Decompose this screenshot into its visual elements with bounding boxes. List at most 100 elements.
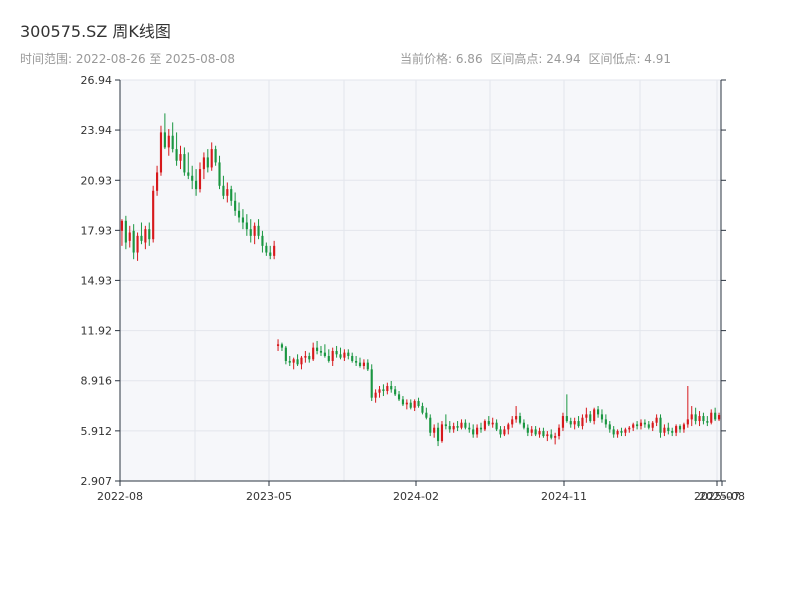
candle-body [468,427,471,430]
candle-body [312,347,315,360]
candle-body [347,352,350,356]
candle-body [269,252,272,256]
candle-body [374,392,377,398]
candle-body [659,417,662,433]
candle-body [522,422,525,428]
y-tick-label: 14.93 [81,274,113,287]
candle-body [390,386,393,390]
candle-body [249,229,252,236]
candle-body [140,235,143,241]
candle-body [538,431,541,435]
candle-body [226,189,229,196]
candle-body [261,235,264,246]
candle-body [651,422,654,428]
candle-body [245,222,248,230]
candle-body [476,427,479,435]
y-tick-label: 23.94 [81,124,113,137]
candle-body [378,389,381,393]
candle-body [159,132,163,173]
candle-body [288,360,291,363]
candle-body [682,424,685,430]
candle-body [530,429,533,433]
candle-body [405,402,408,405]
candle-body [433,427,436,433]
candle-body [335,350,338,355]
y-tick-label: 2.907 [81,475,113,488]
candle-body [132,230,135,253]
candle-body [120,220,124,231]
candle-body [448,426,451,430]
y-tick-label: 5.912 [81,425,113,438]
high-label: 区间高点: 24.94 [490,52,581,66]
candle-body [339,354,342,358]
candle-body [124,220,127,243]
candle-body [460,422,463,428]
candle-body [144,229,147,243]
candle-body [577,421,580,427]
candle-body [472,429,475,435]
candle-body [136,235,139,253]
candle-body [554,436,557,438]
candle-body [206,157,209,168]
candle-body [639,422,643,427]
candle-body [191,175,194,181]
candle-body [409,402,412,408]
candle-body [257,225,260,236]
candle-body [343,352,346,358]
candle-body [167,135,170,148]
candle-body [526,427,529,433]
candle-body [179,154,182,161]
candle-body [237,210,241,218]
date-range-text: 时间范围: 2022-08-26 至 2025-08-08 [20,52,235,66]
candle-body [362,362,365,366]
candle-body [557,427,561,437]
candle-body [585,414,588,418]
candle-body [495,422,498,430]
candle-body [686,419,689,425]
candle-body [546,434,549,437]
candle-body [515,416,518,420]
candle-body [464,422,467,428]
candle-body [678,426,682,430]
candle-body [234,200,237,211]
candle-body [518,416,522,423]
candle-body [717,415,721,420]
candle-body [483,421,486,430]
candle-body [479,427,483,430]
candle-body [265,245,268,253]
candle-body [280,344,284,348]
candle-body [253,225,256,236]
current-price-label: 当前价格: 6.86 [400,52,483,66]
candle-body [589,414,592,422]
candle-body [581,417,584,427]
candle-body [655,417,658,423]
candle-body [698,416,701,422]
candle-body [647,424,650,428]
candle-body [152,190,155,240]
candle-body [550,434,553,438]
candle-body [542,431,545,437]
price-stats: 当前价格: 6.86 区间高点: 24.94 区间低点: 4.91 [400,52,675,66]
candle-body [417,401,420,407]
range-end: 2025-08-08 [165,52,235,66]
candle-body [573,421,576,425]
candle-body [604,419,607,425]
candle-body [171,135,174,150]
candle-body [210,149,213,168]
candle-body [593,409,596,422]
y-tick-label: 17.93 [81,224,113,237]
candle-body [632,424,635,428]
candle-body [663,427,666,433]
y-tick-label: 11.92 [81,325,113,338]
candle-body [351,355,354,361]
candle-body [636,424,639,427]
candle-body [195,180,198,190]
candle-body [198,169,202,190]
candle-body [319,350,323,353]
candle-body [308,355,311,360]
x-tick-label: 2022-08 [97,490,143,503]
candle-body [214,149,217,163]
candle-body [183,154,186,173]
candle-body [671,431,674,433]
candle-body [702,416,705,422]
